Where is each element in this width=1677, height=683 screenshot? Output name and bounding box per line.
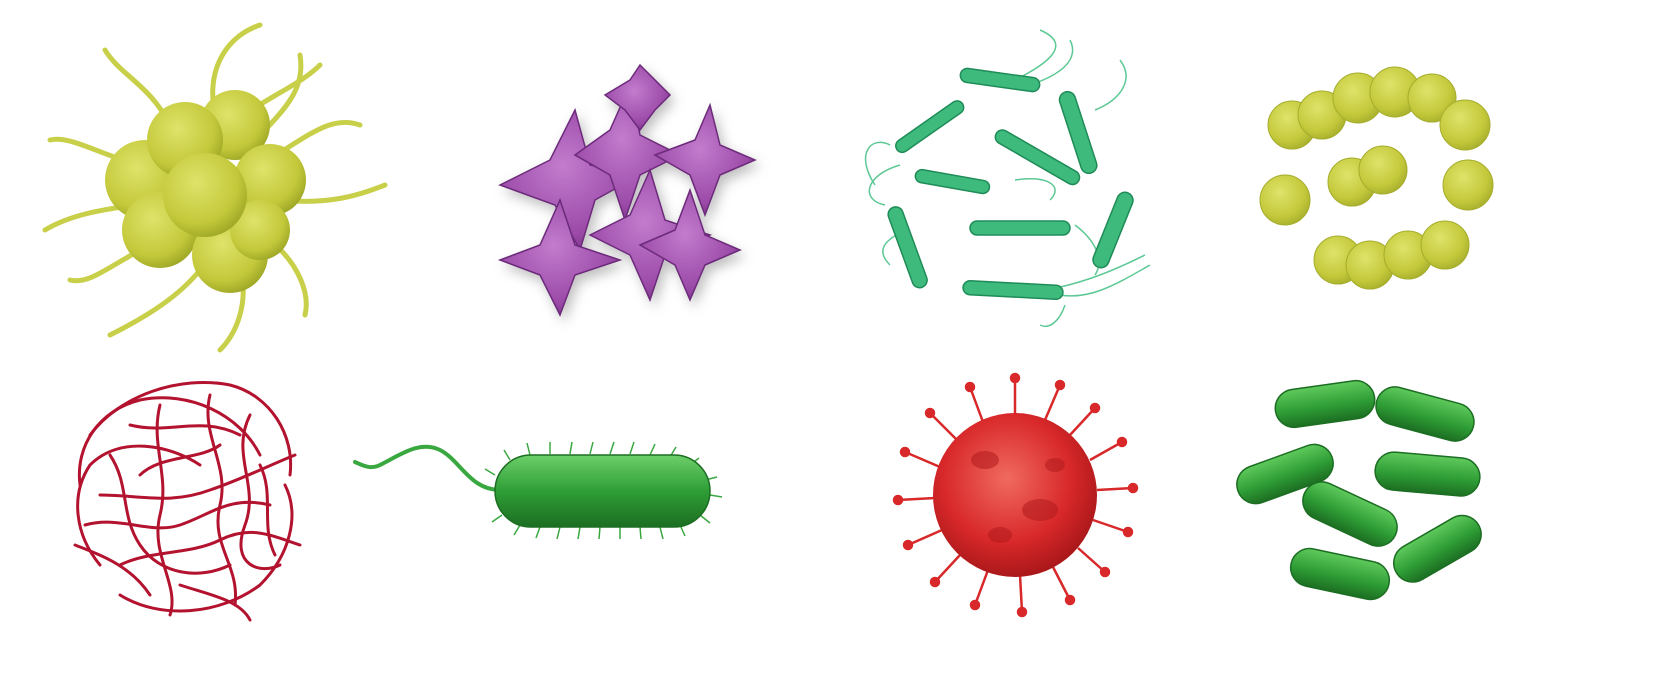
flagellated-rods-ring-icon [864,29,1151,327]
purple-star-cluster-icon [497,63,757,317]
spiked-virus-icon [892,372,1139,618]
tentacled-cocci-cluster-icon [42,22,388,353]
tangled-filaments-icon [73,380,302,622]
flagellated-bacillus-icon [353,441,723,540]
cocci-chain-icon [1259,66,1494,290]
green-bacilli-group-icon [1236,379,1482,601]
